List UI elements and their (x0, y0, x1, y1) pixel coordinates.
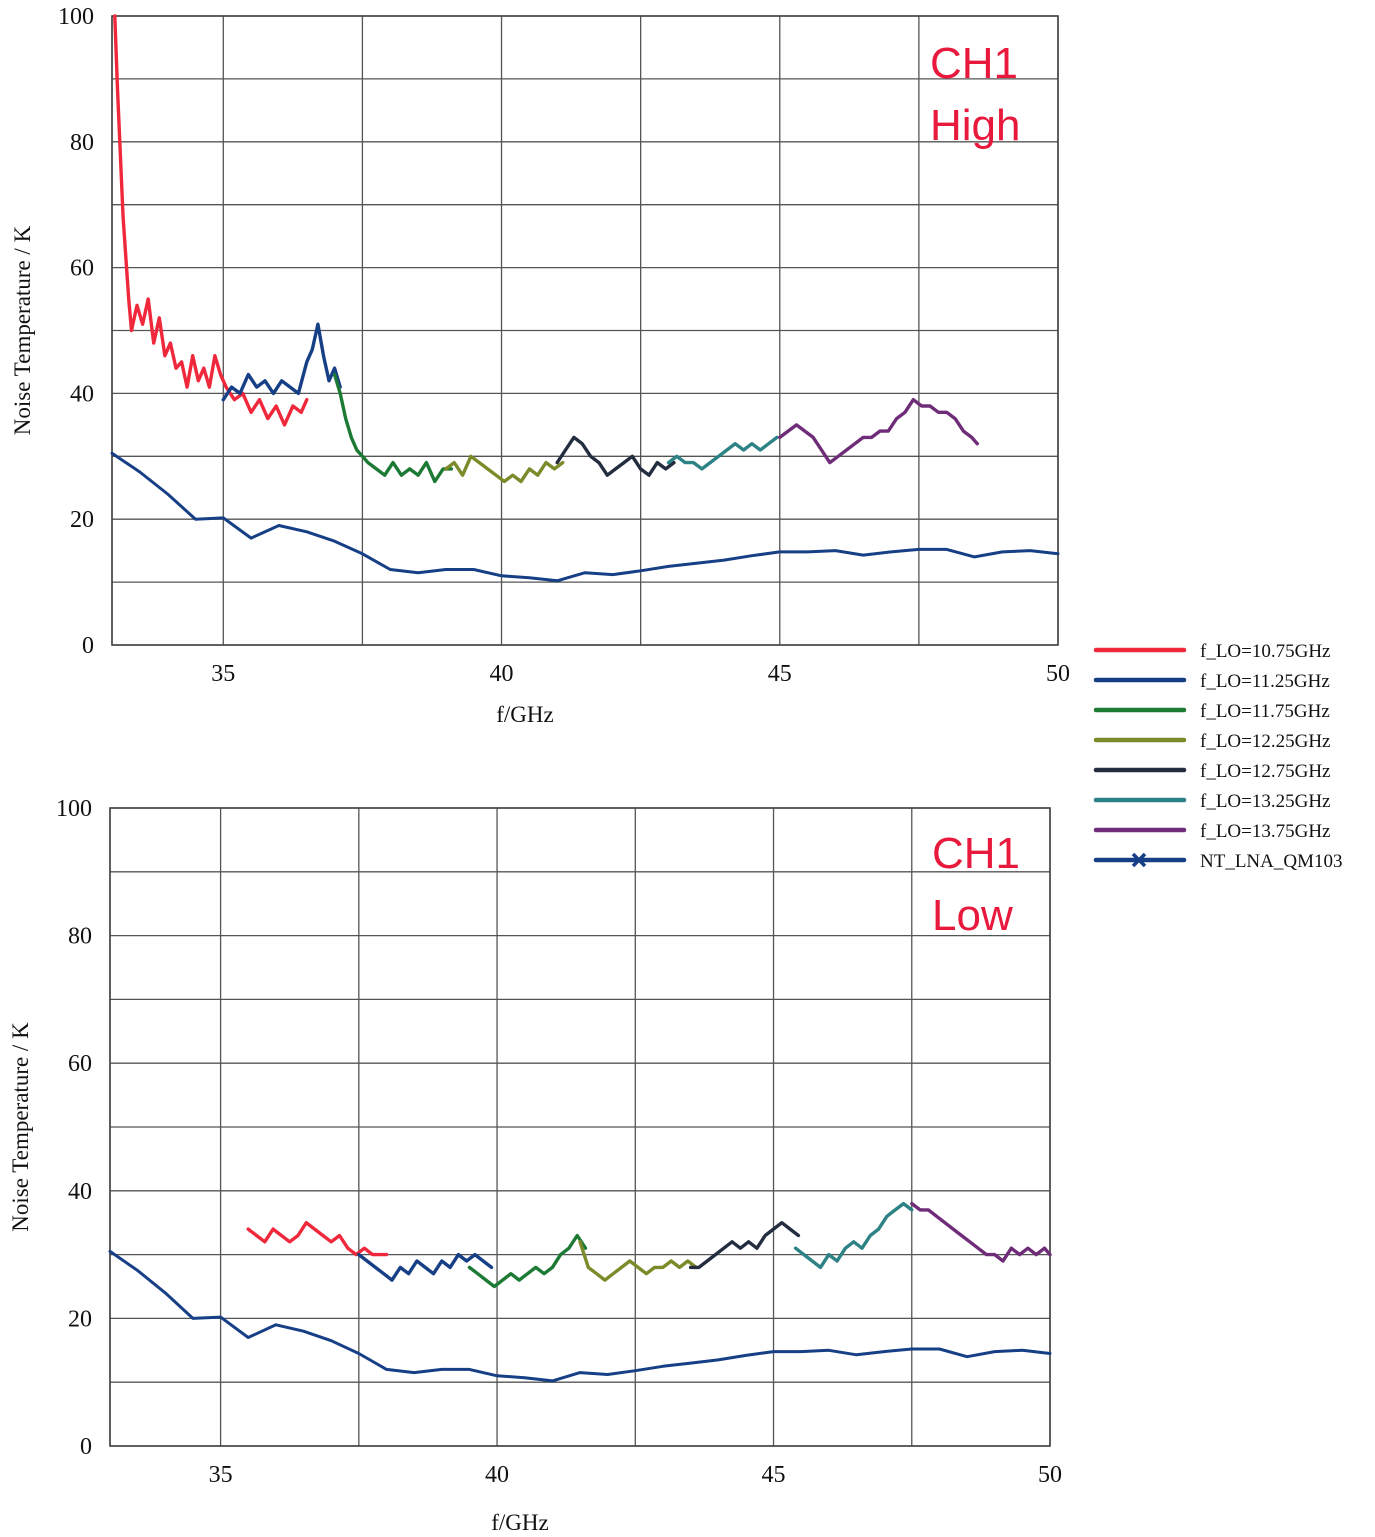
legend-label: f_LO=11.75GHz (1200, 701, 1330, 722)
legend-label: f_LO=11.25GHz (1200, 671, 1330, 692)
x-axis-label: f/GHz (496, 702, 553, 727)
y-tick-label: 60 (70, 256, 94, 282)
series-line-f-lo-12-75ghz (555, 435, 676, 477)
legend-item: f_LO=13.25GHz (1093, 791, 1331, 812)
legend-item: f_LO=10.75GHz (1093, 641, 1331, 662)
y-tick-label: 100 (56, 796, 92, 822)
series-line-f-lo-11-75ghz (467, 1233, 588, 1289)
y-tick-label: 40 (68, 1179, 92, 1205)
annotation-label: Low (932, 891, 1013, 940)
y-tick-label: 60 (68, 1051, 92, 1077)
y-tick-label: 20 (70, 507, 94, 533)
legend-label: f_LO=10.75GHz (1200, 641, 1331, 662)
legend-item: f_LO=12.75GHz (1093, 761, 1331, 782)
legend-label: f_LO=12.75GHz (1200, 761, 1331, 782)
grid (111, 15, 1059, 646)
x-tick-label: 35 (211, 661, 235, 687)
y-tick-label: 0 (80, 1434, 92, 1460)
annotation-label: CH1 (930, 39, 1018, 88)
x-tick-label: 45 (768, 661, 792, 687)
series-line-f-lo-12-25ghz (444, 454, 565, 484)
legend-label: f_LO=12.25GHz (1200, 731, 1331, 752)
y-tick-label: 80 (68, 924, 92, 950)
series-line-f-lo-13-25ghz (666, 435, 779, 471)
y-axis-label: Noise Temperature / K (10, 225, 35, 435)
legend-item: f_LO=11.25GHz (1093, 671, 1330, 692)
x-marker-icon (1131, 852, 1147, 868)
series-line-f-lo-12-25ghz (578, 1240, 698, 1282)
x-tick-label: 45 (762, 1462, 786, 1488)
chart-ch1-high: 0 20 40 60 80 100 35 40 45 50 f/GHz Noise Temperatu… (10, 4, 1070, 727)
series-line-nt-lna-qm103 (110, 451, 1060, 583)
series-line-f-lo-10-75ghz (246, 1220, 389, 1257)
y-axis-label: Noise Temperature / K (8, 1022, 33, 1232)
chart-ch1-low: 0 20 40 60 80 100 35 40 45 50 f/GHz Noise Temperatu… (8, 796, 1062, 1535)
series-line-f-lo-10-75ghz (113, 14, 309, 427)
plot-frame (111, 15, 1059, 646)
series-line-f-lo-13-75ghz (778, 398, 979, 465)
series-line-f-lo-13-25ghz (793, 1201, 914, 1270)
legend-label: f_LO=13.25GHz (1200, 791, 1331, 812)
series-line-f-lo-11-25ghz (221, 322, 342, 402)
legend-label: NT_LNA_QM103 (1200, 851, 1343, 872)
x-tick-label: 50 (1038, 1462, 1062, 1488)
legend-item: f_LO=11.75GHz (1093, 701, 1330, 722)
y-tick-label: 20 (68, 1306, 92, 1332)
x-tick-label: 35 (209, 1462, 233, 1488)
annotation-label: CH1 (932, 829, 1020, 878)
y-tick-label: 100 (58, 4, 94, 30)
legend: f_LO=10.75GHz f_LO=11.25GHz f_LO=11.75GHzf… (1093, 641, 1343, 872)
series-line-f-lo-11-75ghz (332, 372, 454, 484)
y-tick-label: 80 (70, 130, 94, 156)
series-line-nt-lna-qm103 (108, 1249, 1052, 1383)
annotation-label: High (930, 101, 1021, 150)
x-tick-label: 40 (490, 661, 514, 687)
legend-item: NT_LNA_QM103 (1093, 851, 1343, 872)
series-line-f-lo-11-25ghz (357, 1252, 494, 1282)
legend-item: f_LO=13.75GHz (1093, 821, 1331, 842)
x-tick-label: 40 (485, 1462, 509, 1488)
y-tick-label: 0 (82, 633, 94, 659)
x-tick-label: 50 (1046, 661, 1070, 687)
series-line-f-lo-13-75ghz (910, 1201, 1052, 1263)
y-tick-label: 40 (70, 381, 94, 407)
plot-frame (109, 807, 1051, 1447)
legend-label: f_LO=13.75GHz (1200, 821, 1331, 842)
legend-item: f_LO=12.25GHz (1093, 731, 1331, 752)
series-line-f-lo-12-75ghz (688, 1220, 801, 1270)
x-axis-label: f/GHz (491, 1510, 548, 1535)
